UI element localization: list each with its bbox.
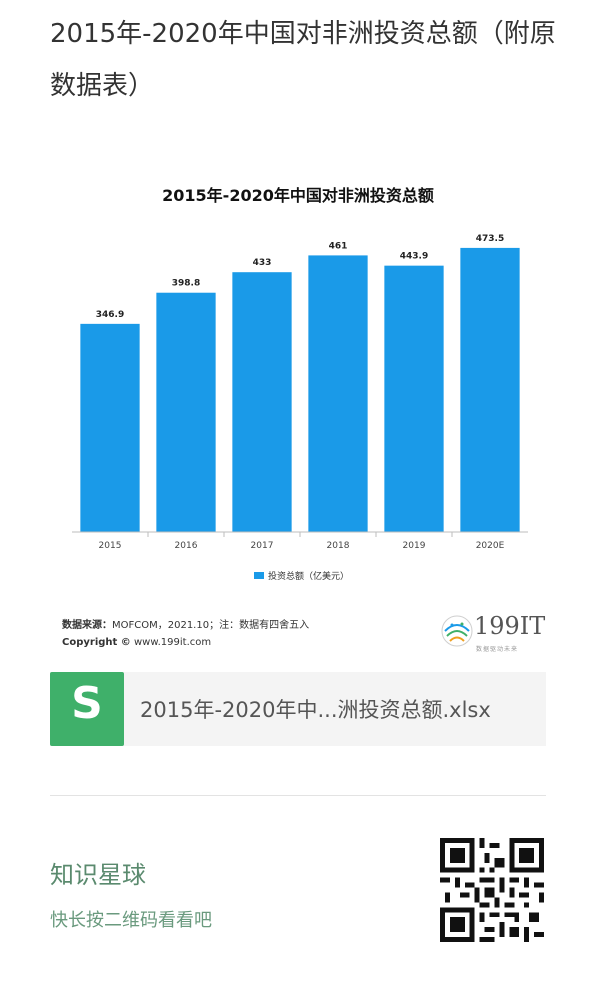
brand-globe-icon [441,615,473,647]
copyright-label: Copyright © [62,637,131,648]
data-label-2015: 346.9 [96,310,124,320]
source-text: MOFCOM，2021.10；注：数据有四舍五入 [112,620,310,631]
brand-name: 199IT [474,612,546,640]
copyright-link[interactable]: www.199it.com [133,637,212,648]
x-tick-label-2016: 2016 [175,541,198,551]
file-icon-letter: S [71,678,103,729]
legend-label: 投资总额（亿美元） [268,570,349,582]
data-label-2018: 461 [329,241,348,251]
x-tick-label-2015: 2015 [99,541,122,551]
legend-swatch [254,572,264,579]
bar-2017 [232,272,292,532]
brand-logo: 199IT 数据驱动未来 [440,610,550,654]
data-label-2020E: 473.5 [476,234,504,244]
x-tick-label-2018: 2018 [327,541,350,551]
bar-2018 [308,255,368,532]
file-attachment[interactable]: S 2015年-2020年中...洲投资总额.xlsx [50,672,546,746]
page-title: 2015年-2020年中国对非洲投资总额（附原数据表） [50,19,556,101]
qr-code-icon[interactable] [440,838,544,942]
bar-2016 [156,292,216,532]
bar-chart: 2015年-2020年中国对非洲投资总额 346.9 398.8 433 461 443… [72,186,528,582]
source-label: 数据来源： [62,620,112,631]
data-label-2019: 443.9 [400,252,428,262]
planet-title: 知识星球 [50,861,146,889]
bar-2015 [80,323,140,532]
data-label-2016: 398.8 [172,279,200,289]
x-tick-label-2019: 2019 [403,541,426,551]
divider [50,795,546,796]
brand-tagline: 数据驱动未来 [476,646,519,653]
planet-subtitle: 快长按二维码看看吧 [50,910,212,931]
data-label-2017: 433 [253,258,272,268]
chart-title: 2015年-2020年中国对非洲投资总额 [162,186,434,205]
x-tick-label-2020E: 2020E [476,541,505,551]
bar-2020E [460,247,520,532]
spreadsheet-icon: S [50,672,124,746]
source-note: 数据来源：MOFCOM，2021.10；注：数据有四舍五入 Copyright … [62,617,309,651]
chart-container: 2015年-2020年中国对非洲投资总额 346.9 398.8 433 461 443… [50,160,546,660]
x-tick-label-2017: 2017 [251,541,274,551]
bar-2019 [384,265,444,532]
file-name: 2015年-2020年中...洲投资总额.xlsx [140,698,491,722]
